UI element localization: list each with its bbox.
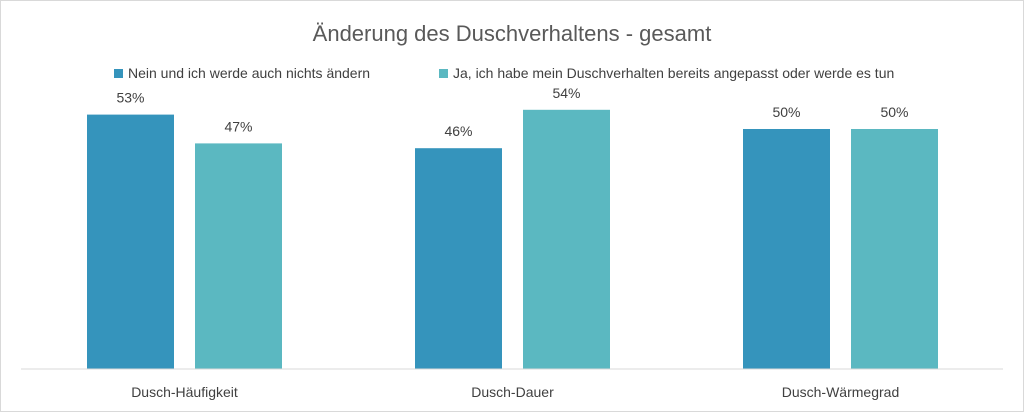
category-labels-group: Dusch-Häufigkeit Dusch-Dauer Dusch-Wärmegr…	[131, 384, 899, 400]
data-label-dusch-w-rmegrad-series-1: 50%	[772, 104, 800, 120]
legend-label-ja: Ja, ich habe mein Duschverhalten bereits…	[453, 65, 894, 81]
bar-dusch-h-ufigkeit-series-1	[87, 114, 174, 369]
legend: Nein und ich werde auch nichts ändern Ja…	[114, 65, 894, 81]
data-label-dusch-h-ufigkeit-series-2: 47%	[224, 118, 252, 134]
legend-swatch-ja	[439, 69, 448, 78]
data-labels-group: 53% 47% 46% 54% 50% 50%	[116, 85, 908, 139]
bar-dusch-w-rmegrad-series-2	[851, 129, 938, 369]
bar-dusch-h-ufigkeit-series-2	[195, 143, 282, 369]
legend-label-nein: Nein und ich werde auch nichts ändern	[128, 65, 370, 81]
bars-group	[87, 109, 938, 370]
category-label-dusch-dauer: Dusch-Dauer	[471, 384, 554, 400]
data-label-dusch-h-ufigkeit-series-1: 53%	[116, 90, 144, 106]
category-label-dusch-h-ufigkeit: Dusch-Häufigkeit	[131, 384, 238, 400]
legend-swatch-nein	[114, 69, 123, 78]
data-label-dusch-w-rmegrad-series-2: 50%	[880, 104, 908, 120]
category-label-dusch-w-rmegrad: Dusch-Wärmegrad	[782, 384, 899, 400]
chart-title: Änderung des Duschverhaltens - gesamt	[313, 21, 712, 46]
bar-dusch-w-rmegrad-series-1	[743, 129, 830, 369]
data-label-dusch-dauer-series-2: 54%	[552, 85, 580, 101]
data-label-dusch-dauer-series-1: 46%	[444, 123, 472, 139]
bar-dusch-dauer-series-1	[415, 148, 502, 369]
bar-dusch-dauer-series-2	[523, 109, 610, 370]
